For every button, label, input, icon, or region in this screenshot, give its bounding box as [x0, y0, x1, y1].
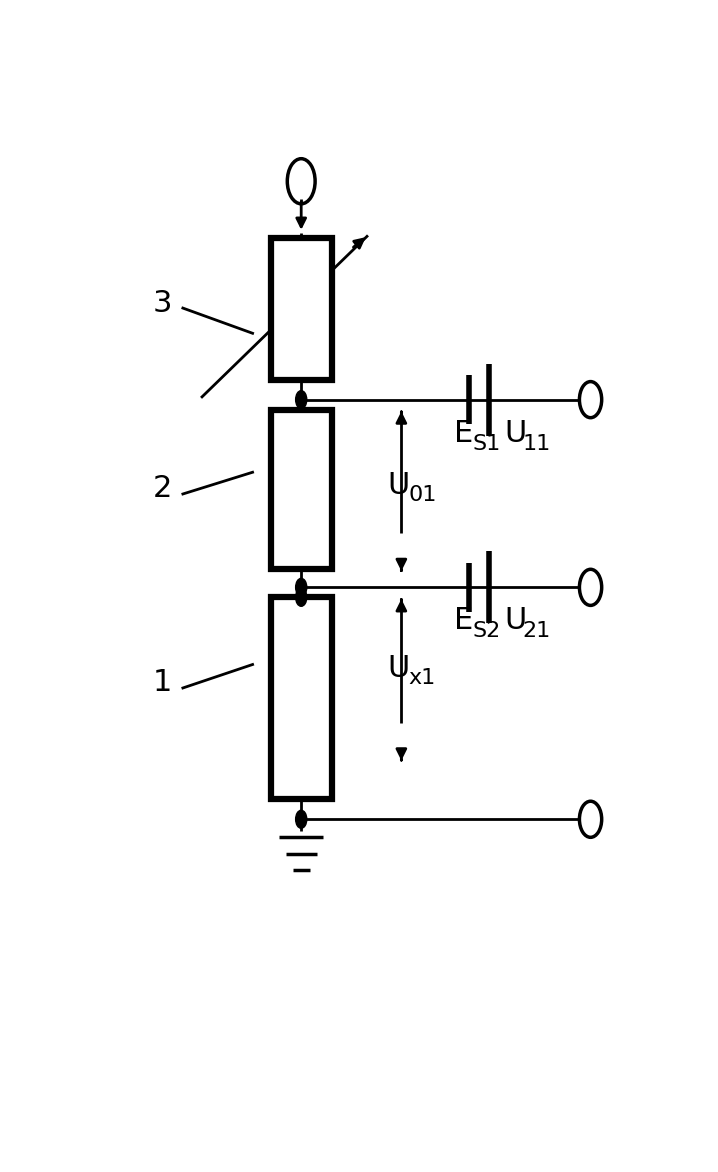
Text: U: U: [388, 471, 410, 500]
Text: x1: x1: [408, 668, 435, 688]
Text: 01: 01: [408, 485, 437, 505]
Text: 21: 21: [523, 621, 551, 641]
Text: U: U: [504, 420, 526, 449]
Text: E: E: [454, 606, 473, 635]
Circle shape: [296, 390, 307, 409]
Text: S2: S2: [472, 621, 501, 641]
Text: 3: 3: [152, 288, 172, 318]
Text: E: E: [454, 420, 473, 449]
Text: S1: S1: [472, 434, 501, 454]
Bar: [271, 238, 332, 380]
Text: U: U: [388, 654, 410, 683]
Text: 2: 2: [152, 473, 172, 503]
Circle shape: [296, 810, 307, 829]
Circle shape: [296, 588, 307, 606]
Bar: [271, 598, 332, 799]
Circle shape: [296, 578, 307, 597]
Bar: [271, 409, 332, 570]
Text: U: U: [504, 606, 526, 635]
Text: 1: 1: [152, 668, 172, 696]
Text: 11: 11: [523, 434, 551, 454]
